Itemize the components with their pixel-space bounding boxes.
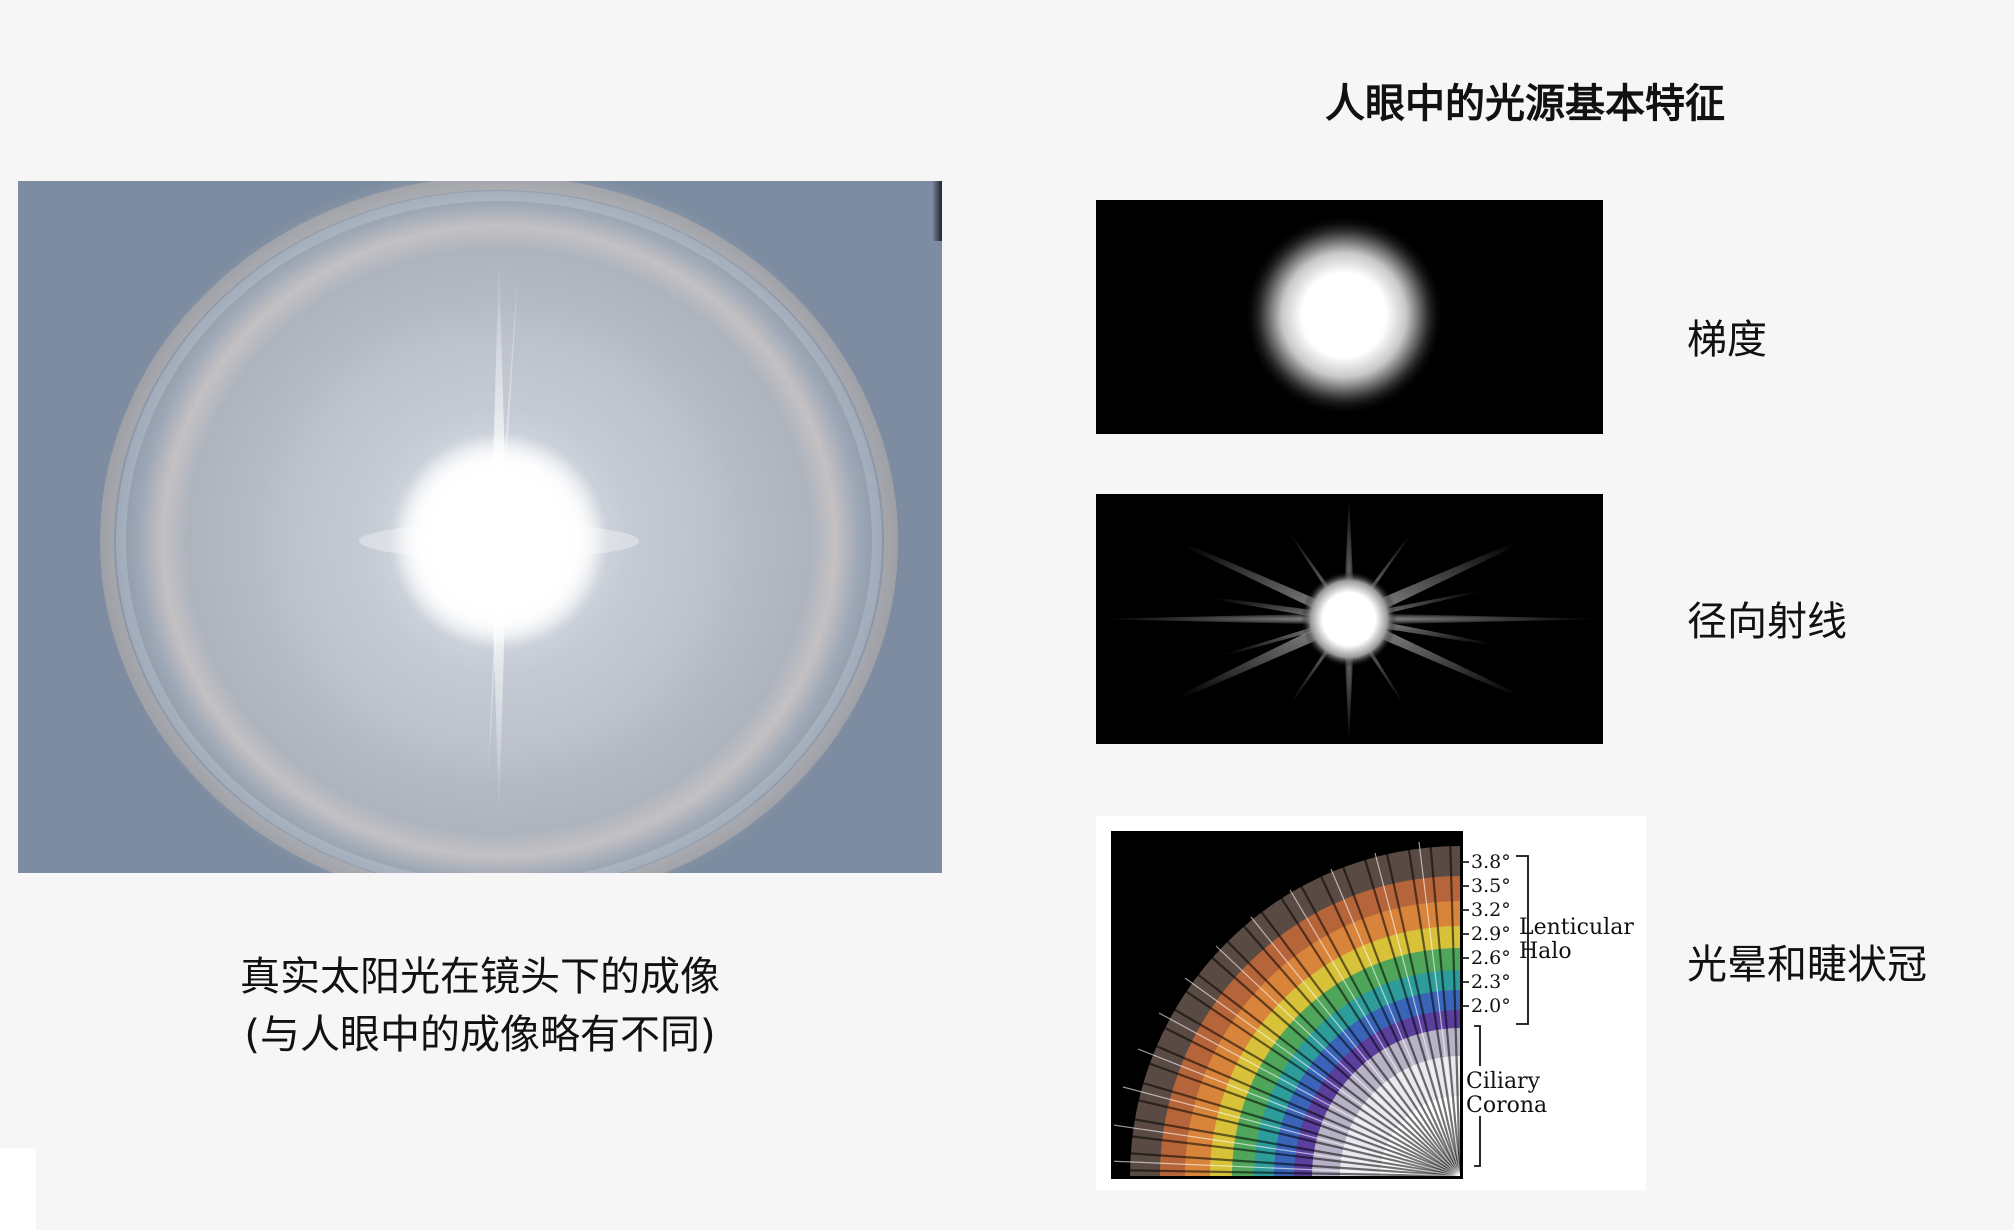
scale-tick-label: 2.0° bbox=[1471, 995, 1511, 1017]
page-title: 人眼中的光源基本特征 bbox=[1325, 81, 1725, 127]
radial-rays-image bbox=[1096, 494, 1603, 744]
gradient-panel bbox=[1096, 200, 1603, 434]
sun-rays-overlay bbox=[100, 181, 898, 873]
corona-diagram-card: 3.8° 3.5° 3.2° 2.9° 2.6° 2.3° 2.0° Lenti… bbox=[1096, 816, 1646, 1190]
corner-patch bbox=[0, 1148, 36, 1230]
gradient-glow-image bbox=[1244, 215, 1444, 415]
feature-label-gradient: 梯度 bbox=[1687, 317, 1767, 363]
scale-tick-label: 2.9° bbox=[1471, 923, 1511, 945]
caption-line-2: (与人眼中的成像略有不同) bbox=[244, 1012, 716, 1058]
scale-tick-label: 3.8° bbox=[1471, 851, 1511, 873]
corona-diagram: 3.8° 3.5° 3.2° 2.9° 2.6° 2.3° 2.0° Lenti… bbox=[1111, 831, 1634, 1179]
corona-label-line-1: Ciliary bbox=[1466, 1069, 1541, 1094]
scale-tick-label: 2.6° bbox=[1471, 947, 1511, 969]
halo-label-line-2: Halo bbox=[1519, 939, 1572, 964]
scale-tick-label: 2.3° bbox=[1471, 971, 1511, 993]
radial-rays-panel bbox=[1096, 494, 1603, 744]
halo-label-line-1: Lenticular bbox=[1519, 915, 1634, 940]
scale-tick-label: 3.2° bbox=[1471, 899, 1511, 921]
corona-label-line-2: Corona bbox=[1466, 1093, 1547, 1118]
halo-bracket bbox=[1516, 855, 1529, 1025]
photo-frame-edge bbox=[932, 181, 942, 241]
corona-bracket bbox=[1474, 1025, 1481, 1167]
scale-tick-label: 3.5° bbox=[1471, 875, 1511, 897]
feature-label-radial-rays: 径向射线 bbox=[1687, 599, 1847, 645]
feature-label-halo-corona: 光晕和睫状冠 bbox=[1687, 942, 1927, 988]
caption-line-1: 真实太阳光在镜头下的成像 bbox=[240, 954, 720, 1000]
sun-halo-photo bbox=[18, 181, 942, 873]
photo-caption: 真实太阳光在镜头下的成像 (与人眼中的成像略有不同) bbox=[140, 948, 820, 1064]
